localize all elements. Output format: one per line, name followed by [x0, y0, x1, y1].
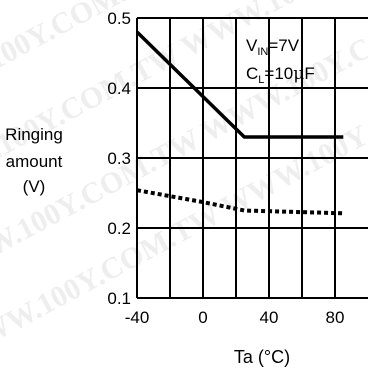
y-axis-label-line-1: Ringing: [5, 125, 63, 144]
y-tick-labels: 0.1 0.2 0.3 0.4 0.5: [107, 9, 131, 308]
vin-value: =7V: [268, 36, 299, 55]
conditions-legend: VIN=7V CL=10μF: [246, 36, 315, 86]
y-tick-label: 0.4: [107, 79, 131, 98]
grid: [136, 17, 368, 299]
x-tick-label: 0: [198, 308, 207, 327]
vin-subscript: IN: [257, 46, 268, 58]
y-tick-label: 0.5: [107, 9, 131, 28]
y-tick-label: 0.2: [107, 219, 131, 238]
vin-condition: VIN=7V: [246, 36, 300, 58]
cl-mu: μ: [293, 64, 304, 84]
y-axis-label-line-2: amount: [6, 152, 63, 171]
cl-value: =10: [264, 64, 293, 83]
x-axis-label: Ta (°C): [234, 347, 290, 367]
cl-condition: CL=10μF: [246, 64, 315, 86]
x-tick-label: 40: [260, 308, 279, 327]
x-tick-labels: -40 0 40 80: [125, 308, 345, 327]
y-tick-label: 0.1: [107, 289, 131, 308]
y-axis-label: Ringing amount (V): [5, 125, 63, 196]
vin-symbol: V: [246, 36, 258, 55]
y-axis-label-line-3: (V): [23, 177, 46, 196]
cl-subscript: L: [258, 74, 264, 86]
x-tick-label: -40: [125, 308, 150, 327]
x-tick-label: 80: [326, 308, 345, 327]
series-layer: [135, 30, 344, 216]
cl-symbol: C: [246, 64, 258, 83]
series-line-solid: [135, 30, 344, 139]
cl-unit: F: [304, 64, 314, 83]
y-tick-label: 0.3: [107, 149, 131, 168]
